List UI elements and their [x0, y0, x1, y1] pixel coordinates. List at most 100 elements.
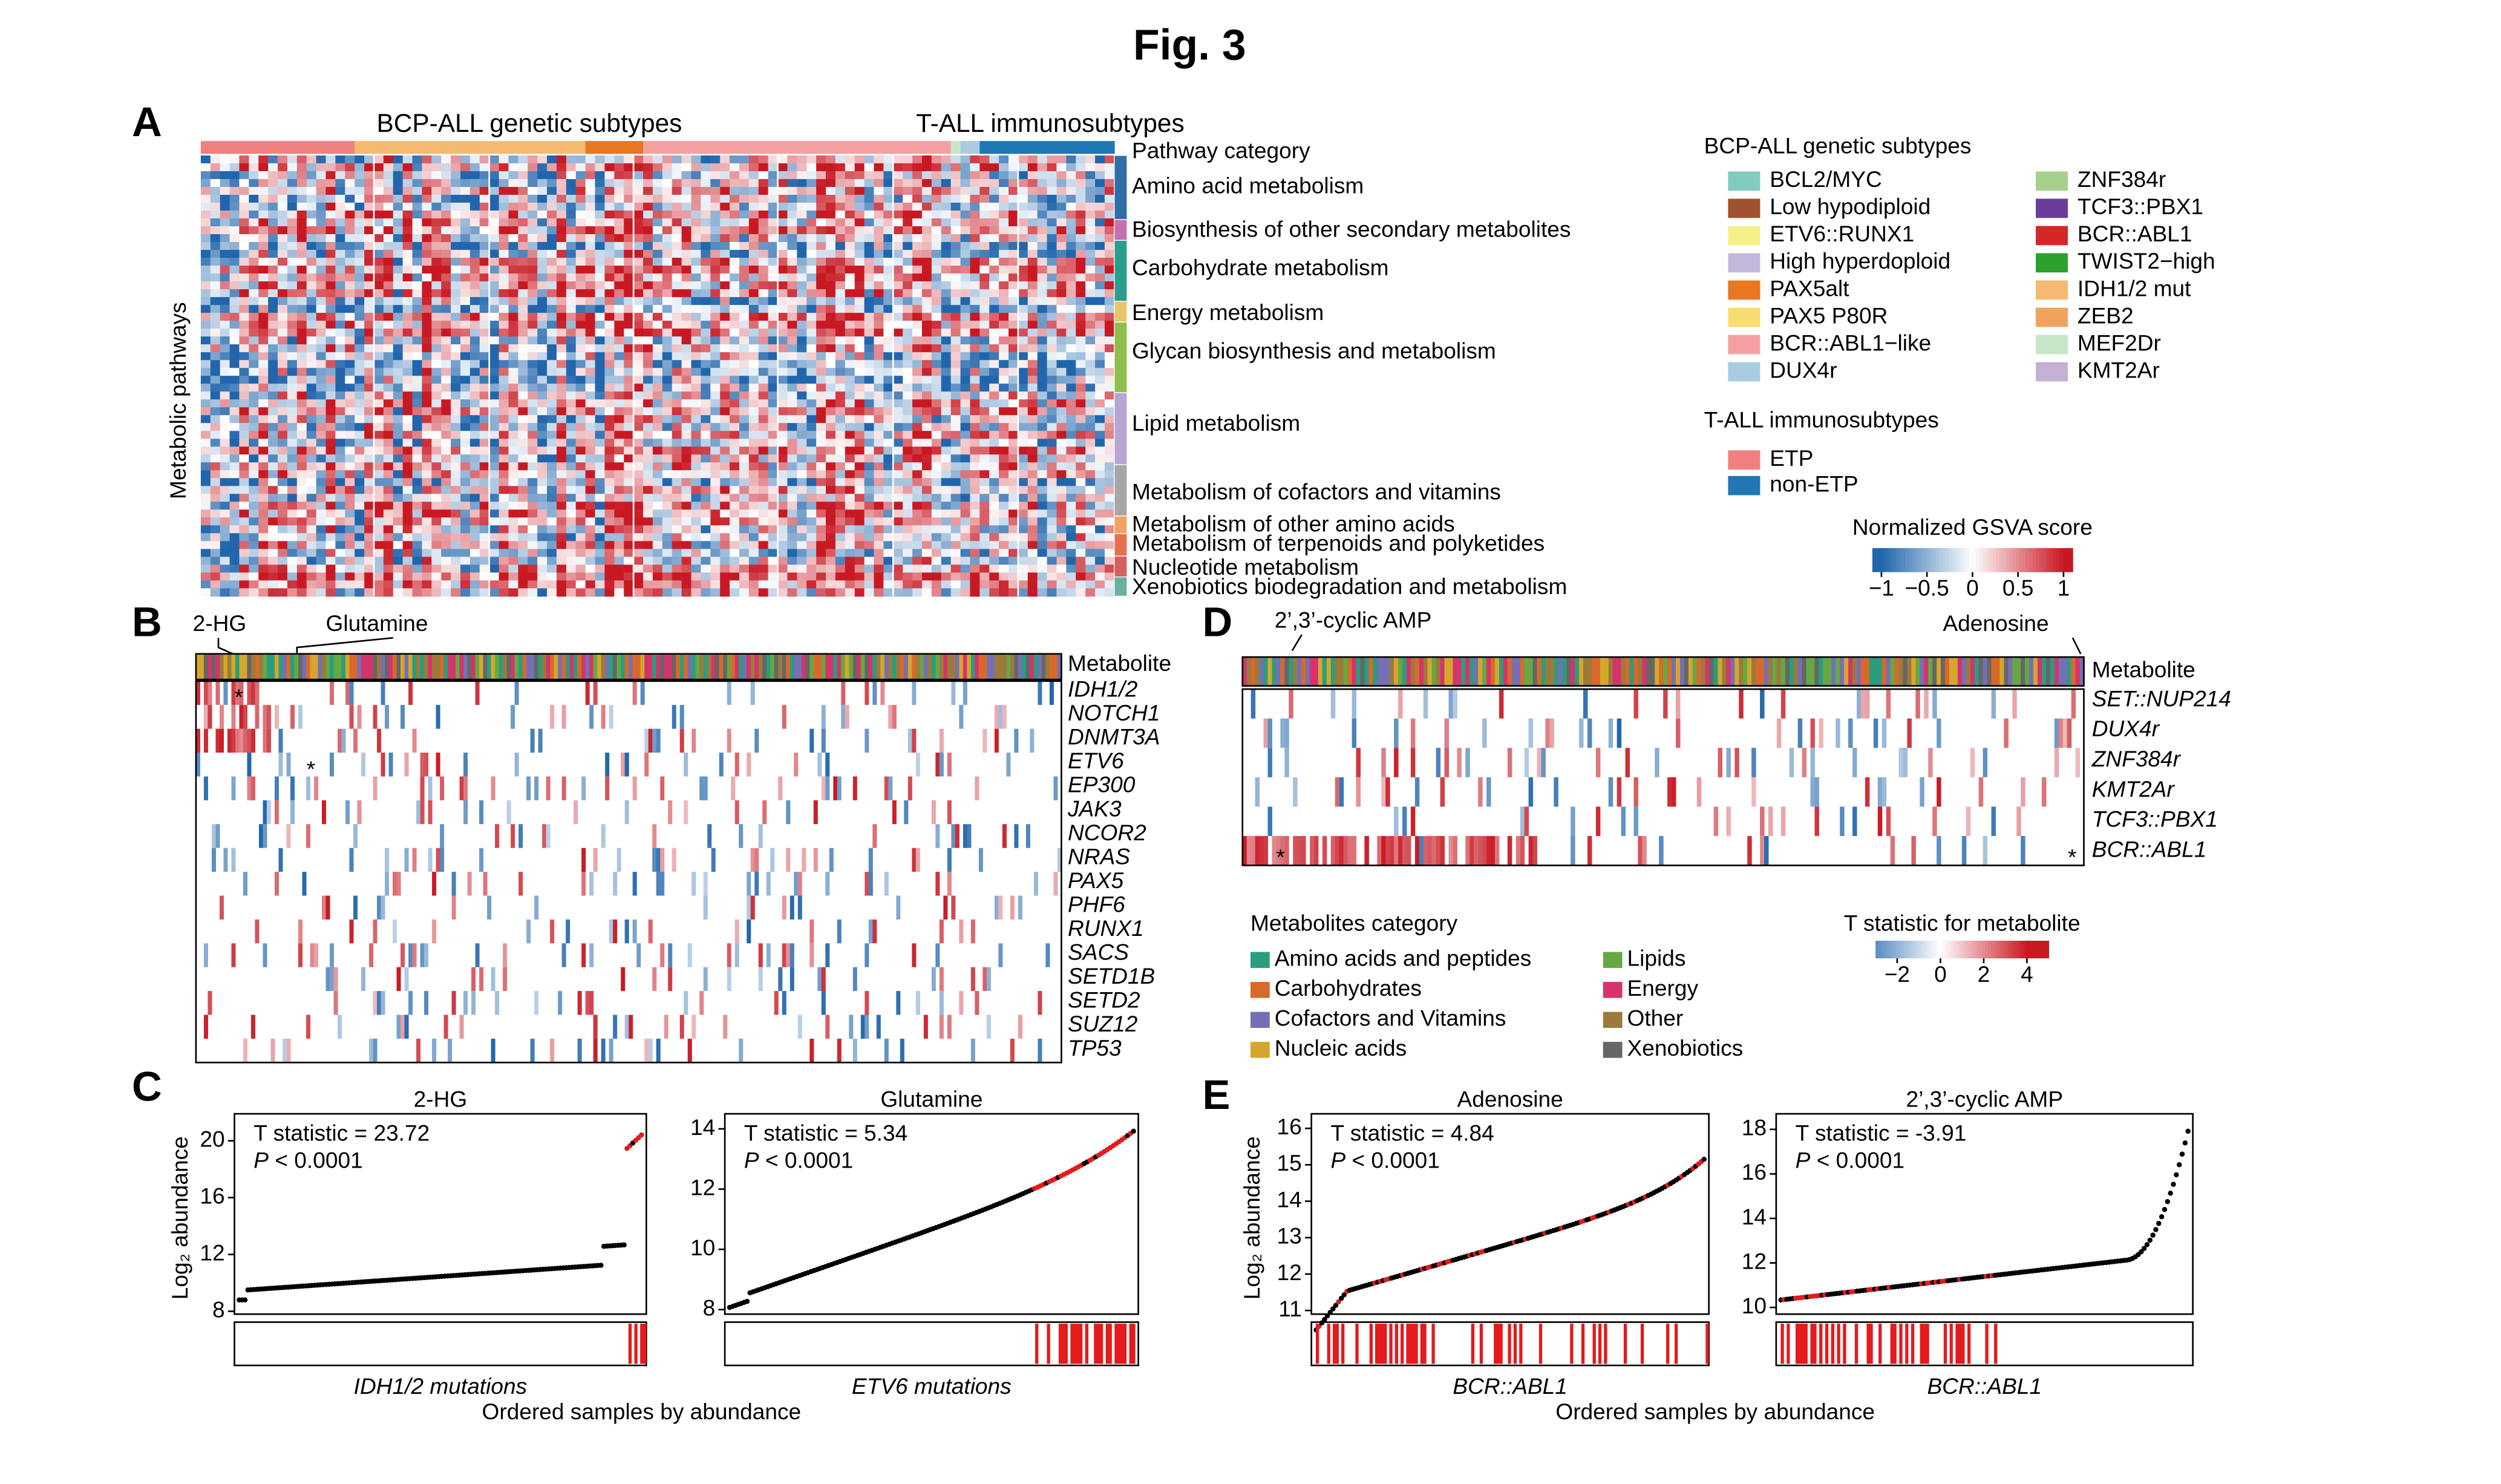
heatmap-cell [325, 266, 336, 274]
heatmap-cell [1056, 360, 1067, 368]
heatmap-cell [1066, 399, 1077, 408]
heatmap-cell [701, 297, 711, 306]
heatmap-cell [518, 313, 529, 321]
heatmap-cell [701, 360, 711, 368]
heatmap-cell [941, 258, 952, 266]
heatmap-cell [893, 454, 903, 463]
heatmap-cell [469, 431, 480, 440]
heatmap-cell [893, 431, 903, 440]
heatmap-cell [777, 178, 788, 188]
heatmap-cell [1047, 486, 1058, 495]
heatmap-cell [806, 470, 817, 479]
heatmap-cell [633, 494, 644, 503]
heatmap-cell [316, 266, 327, 274]
heatmap-cell [1018, 273, 1028, 282]
heatmap-cell [335, 509, 346, 518]
heatmap-cell [893, 470, 903, 479]
heatmap-cell [893, 423, 903, 432]
heatmap-cell [672, 462, 682, 471]
heatmap-cell [777, 266, 788, 274]
heatmap-cell [643, 439, 653, 448]
heatmap-cell [479, 273, 490, 282]
heatmap-cell [373, 226, 384, 235]
heatmap-cell [893, 329, 903, 337]
heatmap-cell [864, 242, 875, 250]
heatmap-cell [826, 289, 836, 298]
heatmap-cell [451, 360, 461, 368]
heatmap-cell [614, 541, 625, 550]
heatmap-cell [249, 211, 260, 219]
heatmap-cell [758, 431, 769, 440]
heatmap-cell [797, 502, 808, 511]
heatmap-cell [469, 266, 480, 274]
heatmap-cell [960, 462, 971, 471]
heatmap-cell [566, 486, 577, 495]
heatmap-cell [306, 321, 317, 329]
heatmap-cell [691, 446, 702, 456]
heatmap-cell [355, 234, 365, 243]
heatmap-cell [499, 494, 509, 503]
heatmap-cell [287, 525, 298, 534]
heatmap-cell [1076, 415, 1086, 424]
heatmap-cell [595, 226, 606, 235]
heatmap-cell [681, 211, 692, 219]
heatmap-cell [239, 226, 250, 235]
heatmap-cell [950, 533, 961, 542]
heatmap-cell [210, 478, 221, 487]
heatmap-cell [441, 509, 451, 518]
heatmap-cell [355, 344, 365, 353]
heatmap-cell [893, 242, 903, 250]
heatmap-cell [278, 155, 288, 164]
heatmap-cell [278, 178, 288, 188]
heatmap-cell [1027, 391, 1038, 400]
heatmap-cell [239, 502, 250, 511]
heatmap-cell [826, 439, 836, 448]
heatmap-cell [258, 186, 269, 195]
heatmap-cell [528, 344, 538, 353]
heatmap-cell [739, 376, 750, 385]
heatmap-cell [547, 439, 557, 448]
heatmap-cell [864, 533, 875, 542]
heatmap-cell [345, 321, 355, 329]
heatmap-cell [845, 273, 855, 282]
heatmap-cell [797, 454, 808, 463]
heatmap-cell [383, 423, 394, 432]
heatmap-cell [720, 336, 730, 345]
heatmap-cell [239, 194, 250, 203]
heatmap-cell [1018, 407, 1028, 416]
heatmap-cell [643, 155, 653, 164]
heatmap-cell [547, 384, 557, 393]
heatmap-cell [402, 186, 413, 195]
heatmap-cell [422, 266, 433, 274]
heatmap-cell [672, 336, 682, 345]
heatmap-cell [499, 509, 509, 518]
heatmap-cell [335, 454, 346, 463]
heatmap-cell [633, 384, 644, 393]
heatmap-cell [566, 242, 577, 250]
heatmap-cell [614, 211, 625, 219]
heatmap-cell [469, 502, 480, 511]
heatmap-cell [364, 218, 374, 227]
heatmap-cell [1095, 446, 1105, 456]
heatmap-cell [989, 494, 999, 503]
axis-label: Metabolic pathways [165, 302, 191, 499]
heatmap-cell [355, 273, 365, 282]
heatmap-cell [797, 415, 808, 424]
heatmap-cell [921, 533, 932, 542]
heatmap-cell [373, 258, 384, 266]
heatmap-cell [373, 478, 384, 487]
heatmap-cell [566, 211, 577, 219]
heatmap-cell [595, 242, 606, 250]
heatmap-cell [566, 273, 577, 282]
heatmap-cell [1085, 171, 1096, 180]
heatmap-cell [960, 321, 971, 329]
heatmap-cell [1047, 321, 1058, 329]
heatmap-cell [768, 384, 779, 393]
heatmap-cell [306, 203, 317, 211]
heatmap-cell [441, 486, 451, 495]
heatmap-cell [1056, 517, 1067, 526]
heatmap-cell [662, 509, 673, 518]
heatmap-cell [258, 509, 269, 518]
heatmap-cell [296, 549, 307, 558]
heatmap-cell [921, 194, 932, 203]
